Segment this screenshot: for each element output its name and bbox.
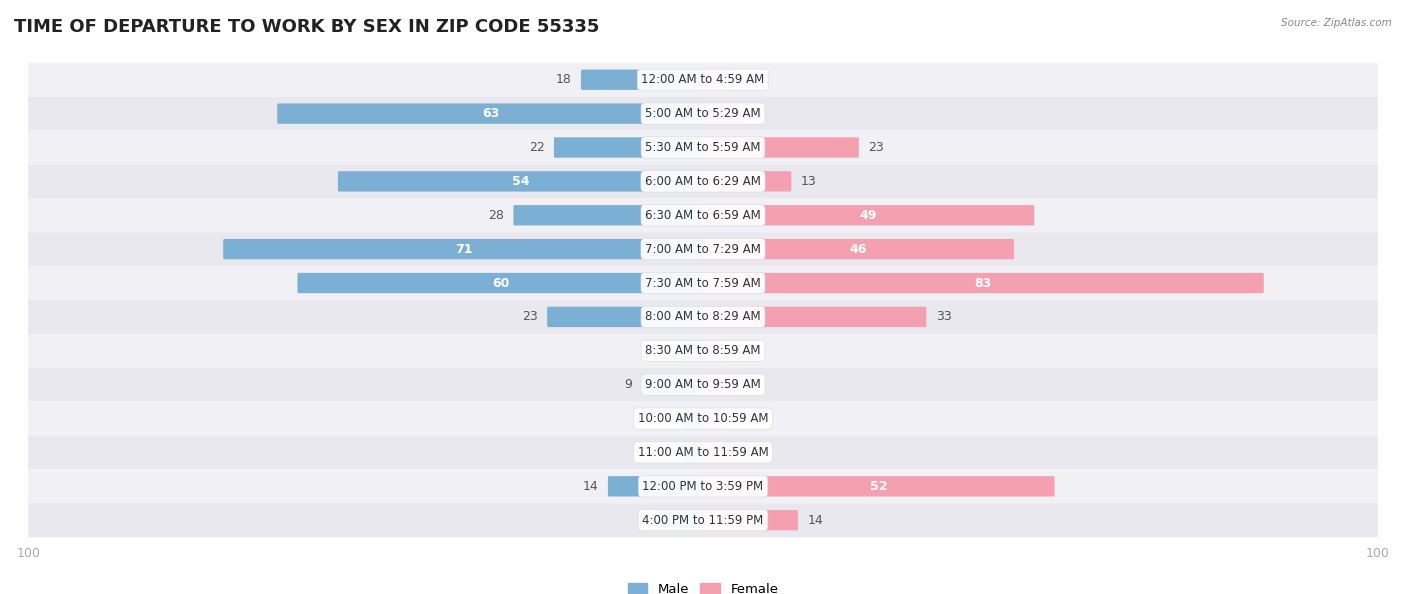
Text: 4:00 PM to 11:59 PM: 4:00 PM to 11:59 PM xyxy=(643,514,763,527)
Text: 6: 6 xyxy=(754,107,762,120)
Text: 71: 71 xyxy=(454,242,472,255)
Text: 28: 28 xyxy=(488,208,503,222)
Text: 5: 5 xyxy=(747,378,755,391)
FancyBboxPatch shape xyxy=(28,232,1378,266)
Text: 8:30 AM to 8:59 AM: 8:30 AM to 8:59 AM xyxy=(645,345,761,358)
FancyBboxPatch shape xyxy=(513,205,703,226)
FancyBboxPatch shape xyxy=(28,300,1378,334)
Text: 10:00 AM to 10:59 AM: 10:00 AM to 10:59 AM xyxy=(638,412,768,425)
Text: 9: 9 xyxy=(624,378,633,391)
Text: 14: 14 xyxy=(582,480,599,493)
FancyBboxPatch shape xyxy=(28,435,1378,469)
Text: 3: 3 xyxy=(734,345,741,358)
FancyBboxPatch shape xyxy=(703,409,724,429)
Text: 12:00 AM to 4:59 AM: 12:00 AM to 4:59 AM xyxy=(641,73,765,86)
Text: 54: 54 xyxy=(512,175,530,188)
Text: 4: 4 xyxy=(740,73,748,86)
Text: 5:30 AM to 5:59 AM: 5:30 AM to 5:59 AM xyxy=(645,141,761,154)
FancyBboxPatch shape xyxy=(28,334,1378,368)
Text: 6:30 AM to 6:59 AM: 6:30 AM to 6:59 AM xyxy=(645,208,761,222)
Text: 46: 46 xyxy=(849,242,868,255)
Text: 23: 23 xyxy=(869,141,884,154)
Text: TIME OF DEPARTURE TO WORK BY SEX IN ZIP CODE 55335: TIME OF DEPARTURE TO WORK BY SEX IN ZIP … xyxy=(14,18,599,36)
FancyBboxPatch shape xyxy=(703,307,927,327)
Text: 18: 18 xyxy=(555,73,571,86)
Legend: Male, Female: Male, Female xyxy=(627,583,779,594)
Text: 6:00 AM to 6:29 AM: 6:00 AM to 6:29 AM xyxy=(645,175,761,188)
FancyBboxPatch shape xyxy=(682,409,703,429)
FancyBboxPatch shape xyxy=(703,443,737,463)
FancyBboxPatch shape xyxy=(28,165,1378,198)
FancyBboxPatch shape xyxy=(703,273,1264,293)
FancyBboxPatch shape xyxy=(682,443,703,463)
Text: 8:00 AM to 8:29 AM: 8:00 AM to 8:29 AM xyxy=(645,311,761,323)
FancyBboxPatch shape xyxy=(703,69,731,90)
Text: 0: 0 xyxy=(734,412,741,425)
Text: 49: 49 xyxy=(859,208,877,222)
Text: 7: 7 xyxy=(638,514,645,527)
Text: 0: 0 xyxy=(665,412,672,425)
FancyBboxPatch shape xyxy=(703,476,1054,497)
Text: 5:00 AM to 5:29 AM: 5:00 AM to 5:29 AM xyxy=(645,107,761,120)
Text: 60: 60 xyxy=(492,277,509,289)
FancyBboxPatch shape xyxy=(607,476,703,497)
FancyBboxPatch shape xyxy=(28,503,1378,537)
FancyBboxPatch shape xyxy=(28,131,1378,165)
Text: 14: 14 xyxy=(807,514,824,527)
Text: 12:00 PM to 3:59 PM: 12:00 PM to 3:59 PM xyxy=(643,480,763,493)
FancyBboxPatch shape xyxy=(28,402,1378,435)
FancyBboxPatch shape xyxy=(581,69,703,90)
FancyBboxPatch shape xyxy=(554,137,703,157)
FancyBboxPatch shape xyxy=(337,171,703,191)
FancyBboxPatch shape xyxy=(655,510,703,530)
Text: 33: 33 xyxy=(936,311,952,323)
FancyBboxPatch shape xyxy=(703,374,737,395)
FancyBboxPatch shape xyxy=(28,63,1378,97)
FancyBboxPatch shape xyxy=(298,273,703,293)
FancyBboxPatch shape xyxy=(28,469,1378,503)
FancyBboxPatch shape xyxy=(703,239,1014,260)
FancyBboxPatch shape xyxy=(28,198,1378,232)
FancyBboxPatch shape xyxy=(28,97,1378,131)
FancyBboxPatch shape xyxy=(277,103,703,124)
Text: 22: 22 xyxy=(529,141,544,154)
Text: 2: 2 xyxy=(665,446,672,459)
Text: 52: 52 xyxy=(870,480,887,493)
FancyBboxPatch shape xyxy=(703,103,744,124)
FancyBboxPatch shape xyxy=(28,368,1378,402)
FancyBboxPatch shape xyxy=(641,374,703,395)
Text: 83: 83 xyxy=(974,277,991,289)
Text: Source: ZipAtlas.com: Source: ZipAtlas.com xyxy=(1281,18,1392,28)
FancyBboxPatch shape xyxy=(703,340,724,361)
FancyBboxPatch shape xyxy=(547,307,703,327)
Text: 1: 1 xyxy=(665,345,672,358)
FancyBboxPatch shape xyxy=(28,266,1378,300)
Text: 7:30 AM to 7:59 AM: 7:30 AM to 7:59 AM xyxy=(645,277,761,289)
Text: 23: 23 xyxy=(522,311,537,323)
Text: 11:00 AM to 11:59 AM: 11:00 AM to 11:59 AM xyxy=(638,446,768,459)
Text: 9:00 AM to 9:59 AM: 9:00 AM to 9:59 AM xyxy=(645,378,761,391)
Text: 63: 63 xyxy=(482,107,499,120)
FancyBboxPatch shape xyxy=(703,171,792,191)
FancyBboxPatch shape xyxy=(682,340,703,361)
FancyBboxPatch shape xyxy=(703,205,1035,226)
FancyBboxPatch shape xyxy=(703,137,859,157)
FancyBboxPatch shape xyxy=(224,239,703,260)
Text: 7:00 AM to 7:29 AM: 7:00 AM to 7:29 AM xyxy=(645,242,761,255)
Text: 5: 5 xyxy=(747,446,755,459)
FancyBboxPatch shape xyxy=(703,510,799,530)
Text: 13: 13 xyxy=(801,175,817,188)
